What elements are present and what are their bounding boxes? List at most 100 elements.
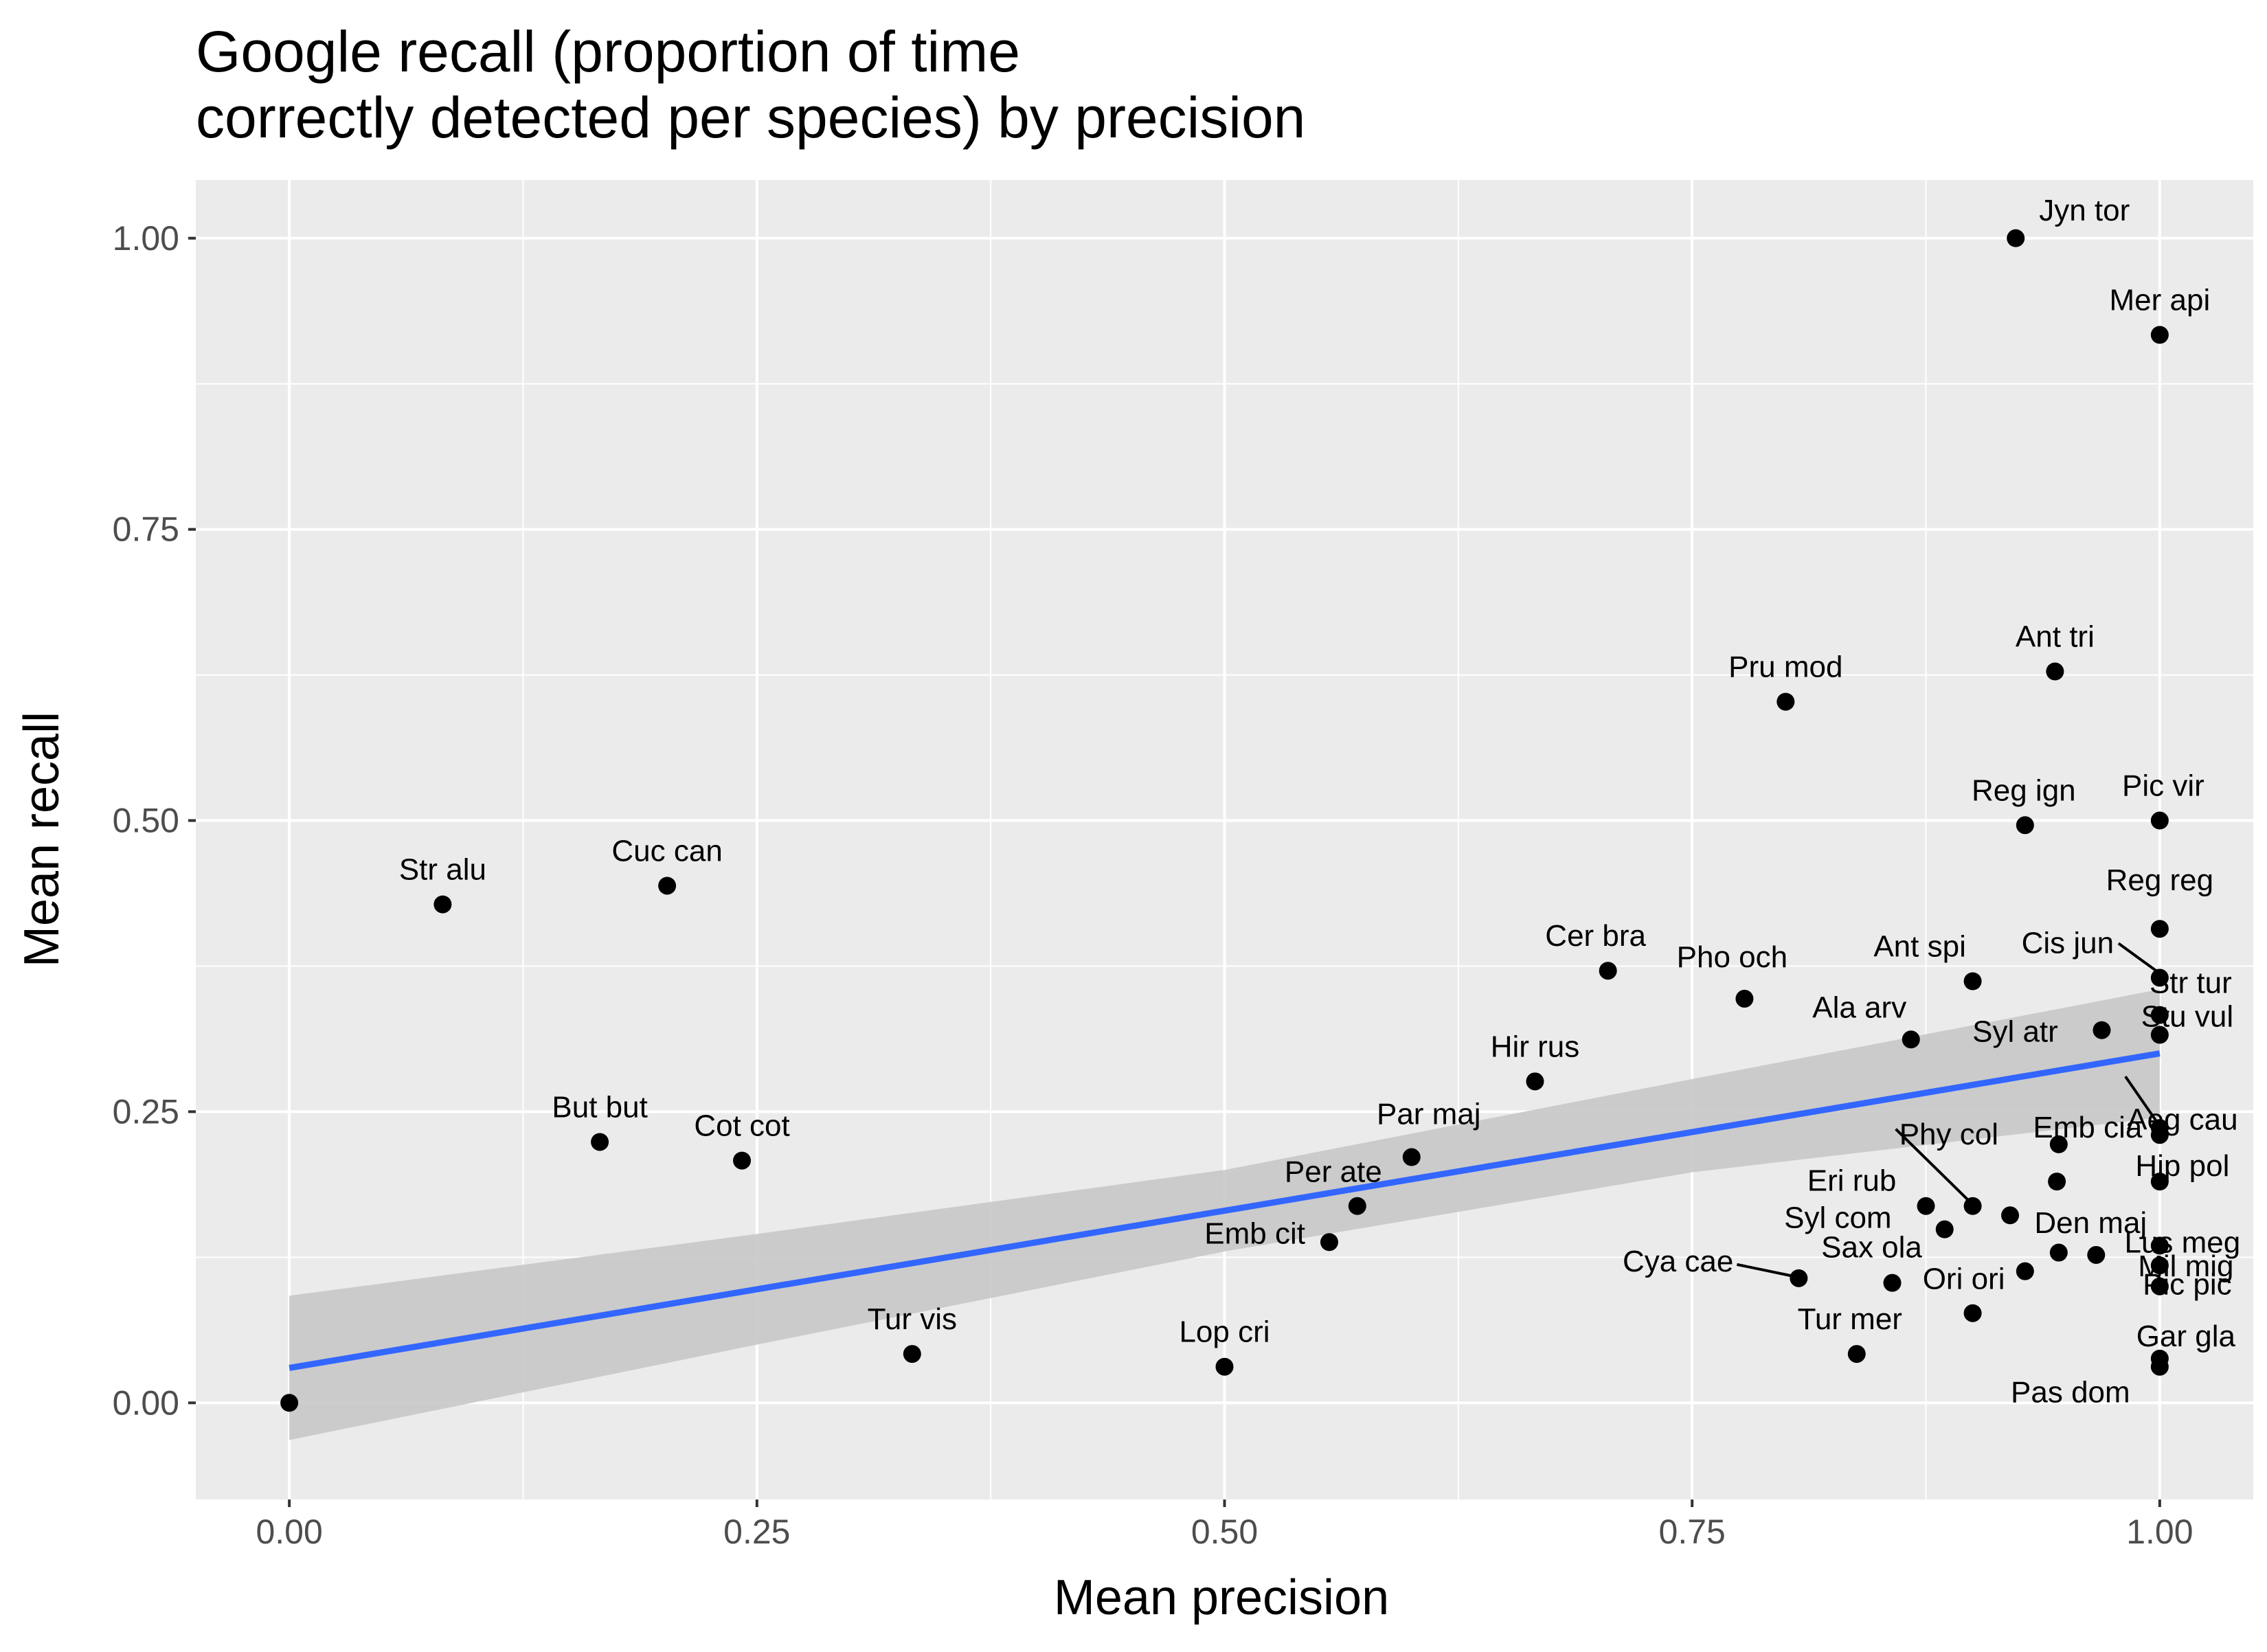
- point-label: Par maj: [1377, 1098, 1481, 1131]
- confidence-band: [289, 989, 2160, 1440]
- point-labels: Str alu Cuc can But but Cot cot Tur vis Lop c…: [399, 194, 2240, 1410]
- data-point: [1599, 962, 1617, 980]
- data-point: [2150, 1236, 2169, 1255]
- data-point: [1526, 1072, 1544, 1091]
- data-point: [2150, 1173, 2169, 1191]
- data-point: [2093, 1021, 2111, 1039]
- y-tick-label: 0.50: [113, 802, 179, 840]
- data-point: [2016, 1262, 2034, 1280]
- data-points: [280, 229, 2169, 1412]
- point-label: Syl com: [1784, 1201, 1891, 1235]
- axis-tick-labels: 0.00 0.25 0.50 0.75 1.00 0.00 0.25 0.50 0.75 1.00: [113, 219, 2193, 1551]
- regression-line: [289, 1050, 2161, 1371]
- data-point: [1917, 1197, 1935, 1215]
- data-point: [591, 1133, 609, 1151]
- y-axis-title: Mean recall: [14, 712, 69, 967]
- label-leader-line: [1895, 1128, 1968, 1201]
- point-label: Str alu: [399, 853, 486, 887]
- point-label: Cis jun: [2022, 926, 2114, 960]
- label-leader-line: [2124, 1075, 2158, 1122]
- point-label: Ala arv: [1812, 991, 1906, 1024]
- data-point: [2150, 1256, 2169, 1275]
- point-label: Pho och: [1677, 940, 1787, 974]
- point-label: Pru mod: [1728, 650, 1842, 684]
- data-point: [280, 1394, 299, 1412]
- data-point: [2001, 1206, 2020, 1225]
- point-label: Reg reg: [2106, 863, 2214, 897]
- point-label: Ant tri: [2016, 620, 2095, 654]
- point-label: Mil mig: [2138, 1249, 2233, 1283]
- data-point: [733, 1151, 752, 1170]
- data-point: [1963, 1304, 1982, 1322]
- major-gridlines: [196, 180, 2253, 1500]
- y-tick-label: 0.25: [113, 1092, 179, 1131]
- x-tick-label: 0.25: [723, 1513, 790, 1551]
- data-point: [1402, 1148, 1421, 1166]
- data-point: [2007, 229, 2025, 247]
- point-label: Cot cot: [694, 1109, 789, 1143]
- point-label: Emb cit: [1204, 1217, 1305, 1250]
- data-point: [1777, 692, 1795, 711]
- data-point: [2150, 1126, 2169, 1144]
- x-tick-label: 0.00: [256, 1513, 322, 1551]
- data-point: [2049, 1243, 2068, 1262]
- data-point: [903, 1345, 921, 1364]
- data-point: [2150, 920, 2169, 938]
- point-label: Pas dom: [2011, 1376, 2130, 1410]
- point-label: Mer api: [2110, 284, 2211, 317]
- data-point: [1963, 1197, 1982, 1215]
- point-label: Hip pol: [2135, 1149, 2229, 1183]
- data-point: [1320, 1233, 1338, 1252]
- data-point: [1790, 1269, 1808, 1287]
- label-leader-line: [1736, 1263, 1794, 1278]
- point-label: Tur vis: [868, 1302, 957, 1336]
- point-label: Str tur: [2150, 966, 2232, 1000]
- point-label: Cuc can: [611, 834, 722, 868]
- data-point: [2150, 1006, 2169, 1024]
- chart-title-line-2: correctly detected per species) by preci…: [196, 85, 1305, 150]
- point-label: But but: [552, 1090, 647, 1124]
- point-label: Jyn tor: [2039, 194, 2130, 227]
- point-label: Hir rus: [1491, 1030, 1580, 1063]
- point-label: Ant spi: [1873, 930, 1966, 964]
- point-label: Ori ori: [1923, 1263, 2005, 1296]
- data-point: [1902, 1030, 1920, 1049]
- x-tick-label: 0.75: [1659, 1513, 1726, 1551]
- label-leader-line: [2117, 942, 2158, 973]
- point-label: Per ate: [1285, 1155, 1382, 1189]
- data-point: [2049, 1135, 2068, 1153]
- data-point: [1735, 989, 1754, 1008]
- data-point: [2150, 326, 2169, 344]
- point-label: Tur mer: [1798, 1302, 1902, 1336]
- data-point: [1215, 1357, 1234, 1376]
- data-point: [1935, 1220, 1954, 1238]
- confidence-band-area: [289, 989, 2160, 1440]
- data-point: [1348, 1197, 1366, 1215]
- data-point: [433, 895, 452, 914]
- data-point: [1847, 1345, 1866, 1364]
- x-tick-label: 1.00: [2126, 1513, 2193, 1551]
- data-point: [658, 876, 677, 895]
- point-label: Syl atr: [1972, 1015, 2058, 1049]
- regression-fit-line: [289, 1050, 2161, 1371]
- data-point: [2150, 1026, 2169, 1044]
- point-label: Lop cri: [1179, 1315, 1270, 1349]
- chart-title-line-1: Google recall (proportion of time: [196, 19, 1020, 84]
- point-label: Emb cia: [2033, 1111, 2142, 1144]
- y-tick-label: 0.75: [113, 510, 179, 549]
- data-point: [2048, 1173, 2066, 1191]
- axis-ticks: [188, 236, 2161, 1507]
- point-label: Pic vir: [2122, 769, 2204, 803]
- data-point: [2016, 816, 2034, 835]
- y-tick-label: 0.00: [113, 1383, 179, 1422]
- point-label: Reg ign: [1972, 773, 2076, 807]
- data-point: [2087, 1245, 2106, 1264]
- data-point: [2150, 1357, 2169, 1376]
- point-label: Phy col: [1899, 1118, 1998, 1151]
- point-label: Lus meg: [2124, 1225, 2240, 1259]
- data-point: [2150, 811, 2169, 830]
- y-tick-label: 1.00: [113, 219, 179, 258]
- x-tick-label: 0.50: [1191, 1513, 1258, 1551]
